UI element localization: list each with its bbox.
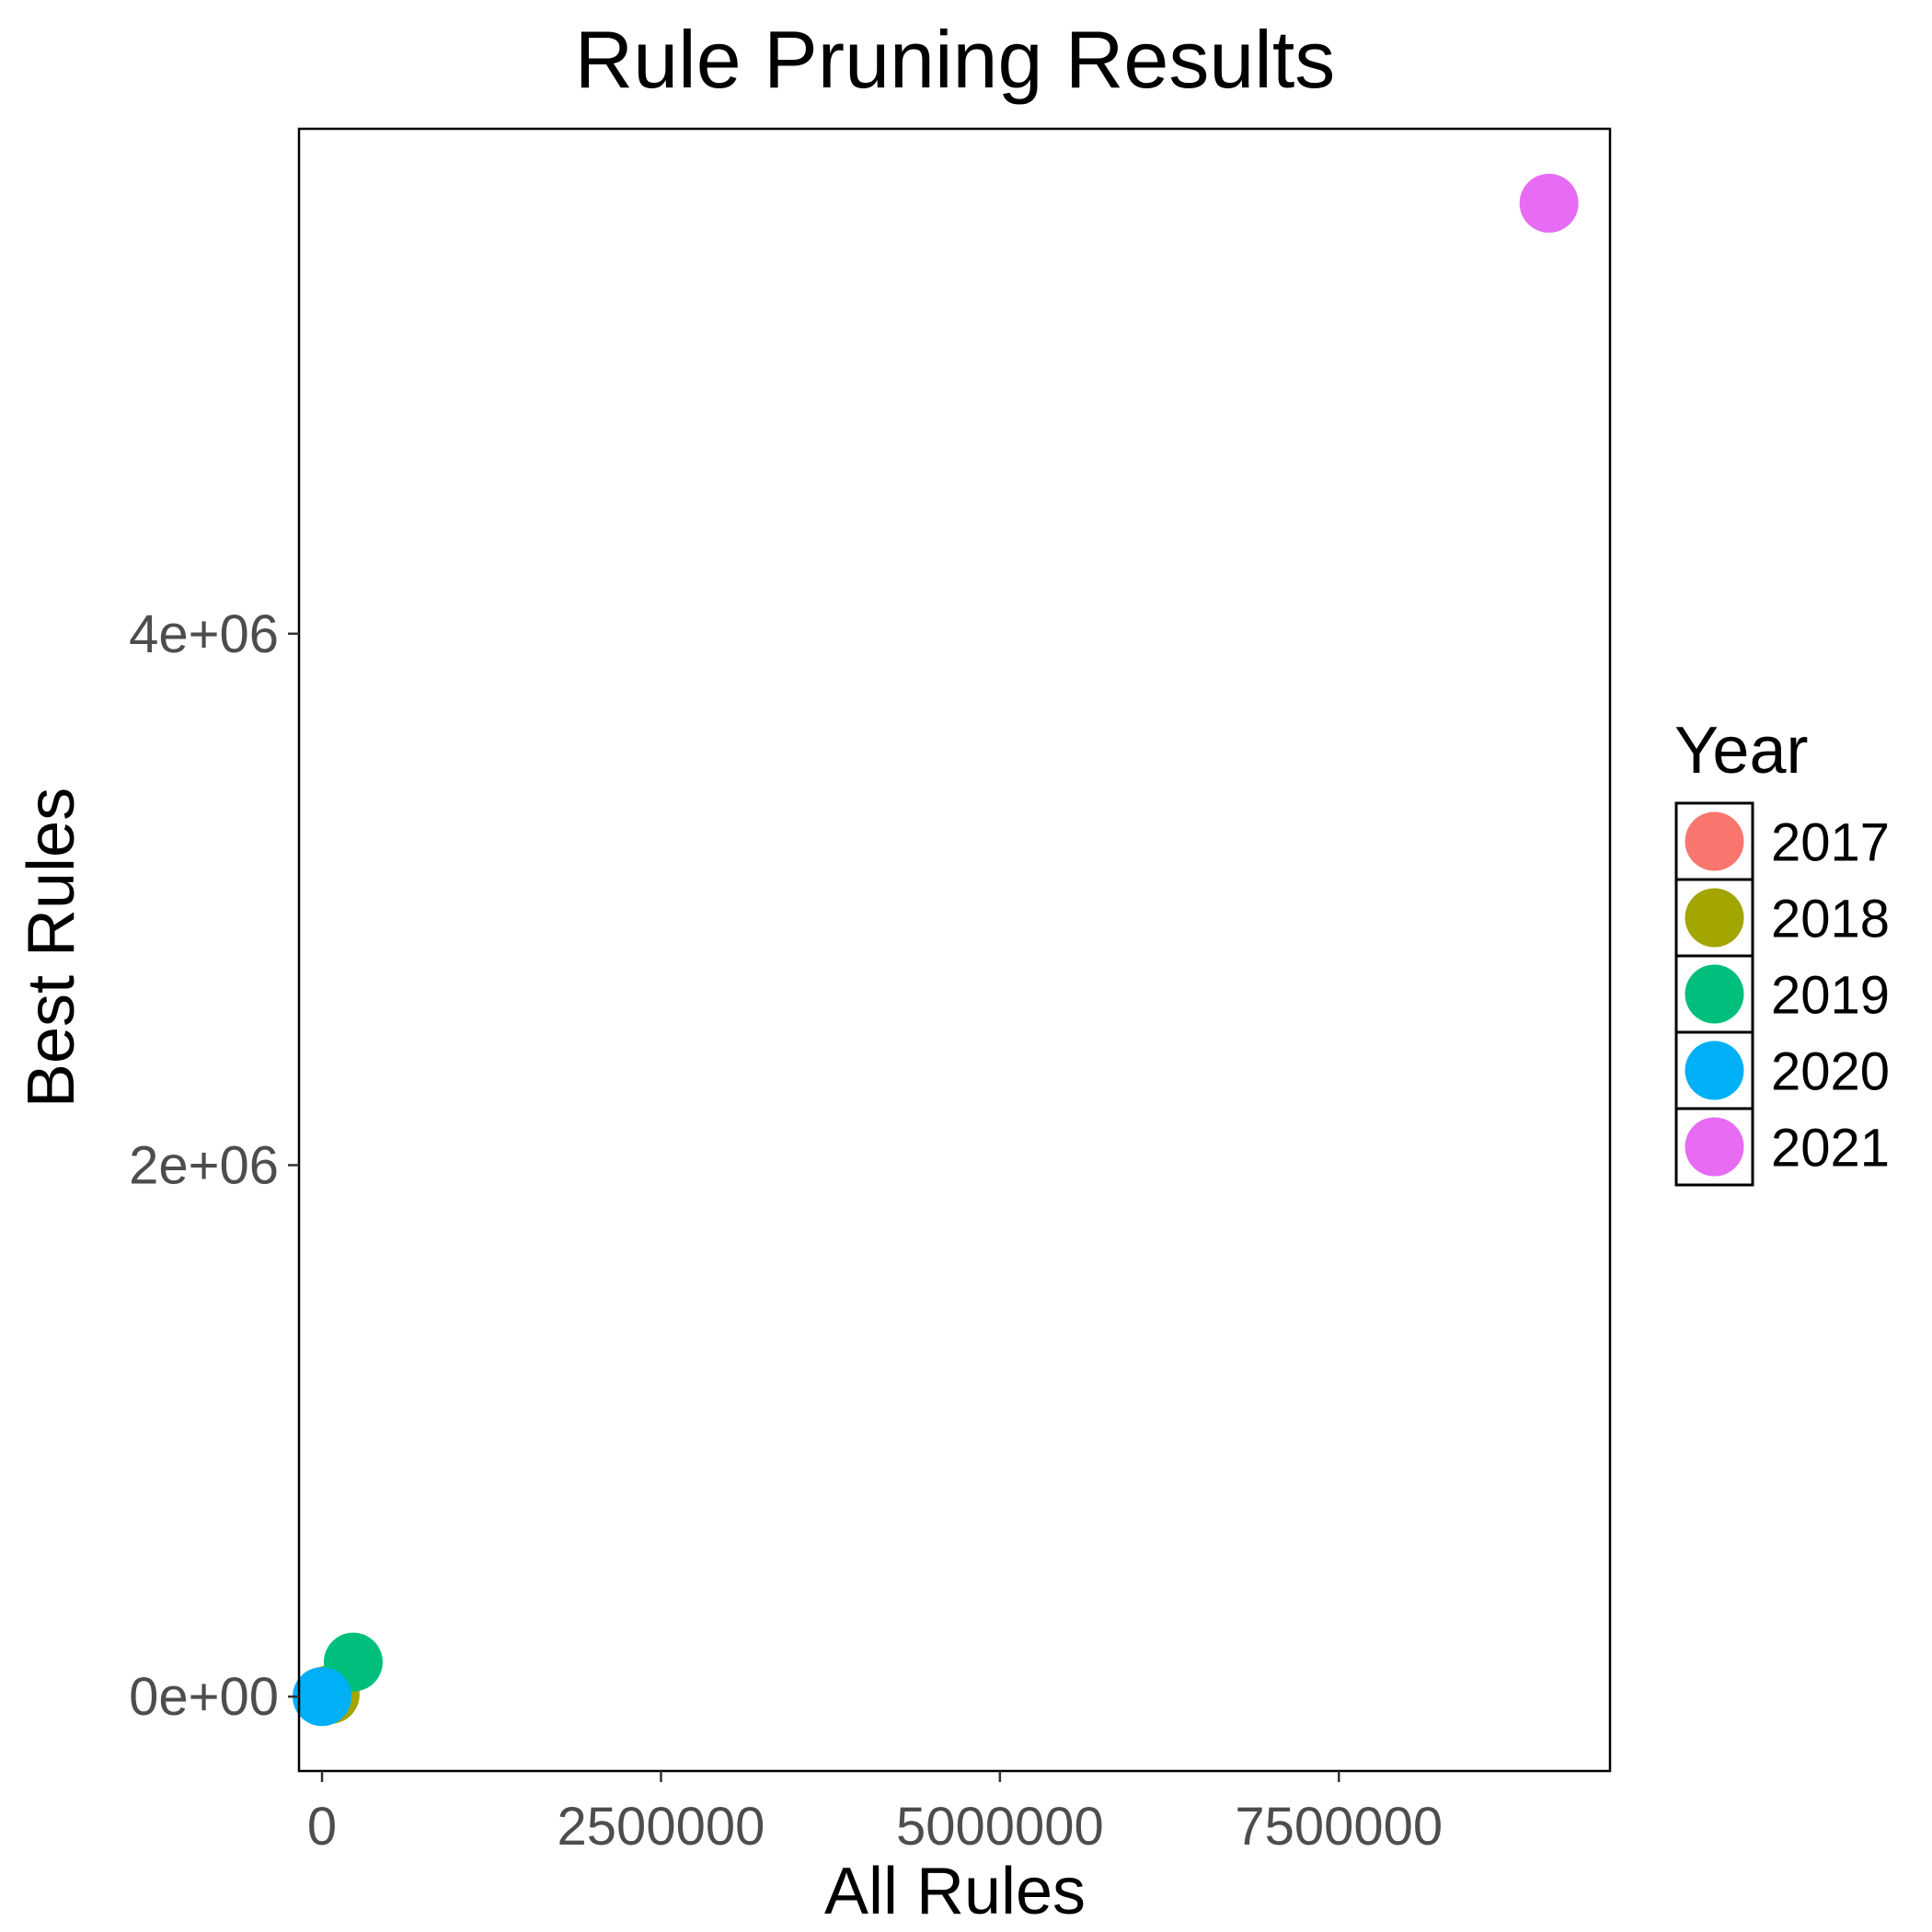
- legend-label: 2018: [1771, 890, 1890, 949]
- legend-item-2020: 2020: [1674, 1030, 1890, 1110]
- legend-key-point: [1685, 1041, 1744, 1100]
- y-tick-label: 4e+06: [129, 604, 279, 664]
- y-axis: 0e+00 2e+06 4e+06: [129, 604, 299, 1727]
- y-tick-label: 2e+06: [129, 1135, 279, 1195]
- x-axis: 0 2500000 5000000 7500000: [307, 1771, 1443, 1857]
- legend-key-point: [1685, 888, 1744, 948]
- legend-key-point: [1685, 964, 1744, 1024]
- legend-item-2021: 2021: [1674, 1107, 1890, 1187]
- legend-label: 2019: [1771, 966, 1890, 1026]
- legend-item-2019: 2019: [1674, 954, 1890, 1034]
- x-axis-title: All Rules: [824, 1855, 1086, 1928]
- legend-item-2017: 2017: [1674, 801, 1890, 881]
- plot-panel: [293, 127, 1612, 1773]
- x-tick-label: 7500000: [1235, 1797, 1443, 1857]
- data-points: [293, 173, 1579, 1727]
- data-point-2020: [293, 1667, 352, 1727]
- legend-title: Year: [1674, 714, 1808, 788]
- panel-border: [297, 127, 1612, 1773]
- x-tick-label: 5000000: [896, 1797, 1104, 1857]
- legend-label: 2020: [1771, 1042, 1890, 1102]
- data-point-2021: [1519, 173, 1579, 233]
- x-tick-label: 2500000: [558, 1797, 765, 1857]
- legend-item-2018: 2018: [1674, 878, 1890, 958]
- panel-background: [299, 129, 1610, 1771]
- y-axis-title: Best Rules: [15, 788, 88, 1108]
- legend-label: 2021: [1771, 1119, 1890, 1179]
- legend-key-point: [1685, 811, 1744, 871]
- legend-key-point: [1685, 1117, 1744, 1177]
- x-tick-label: 0: [307, 1797, 337, 1857]
- y-tick-label: 0e+00: [129, 1667, 279, 1727]
- grid-lines: [299, 129, 1610, 1771]
- legend-items: 2017 2018 2019 2020 2021: [1674, 801, 1890, 1187]
- legend: Year 2017 2018 2019 2020 2021: [1674, 714, 1890, 1187]
- legend-label: 2017: [1771, 813, 1890, 873]
- chart-title: Rule Pruning Results: [575, 14, 1336, 105]
